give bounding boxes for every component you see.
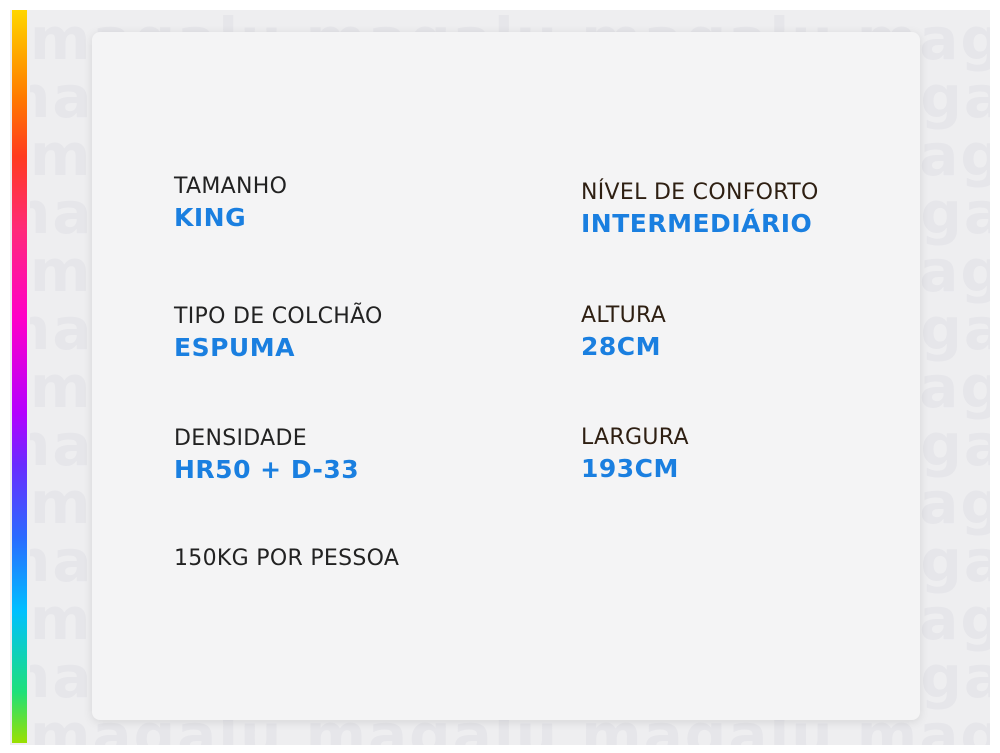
spec-value: HR50 + D-33 xyxy=(174,455,360,484)
spec-density: DENSIDADE HR50 + D-33 xyxy=(174,426,359,484)
rainbow-stripe xyxy=(12,10,27,743)
spec-height: ALTURA 28CM xyxy=(581,303,666,361)
spec-value: INTERMEDIÁRIO xyxy=(581,209,813,238)
spec-comfort-level: NÍVEL DE CONFORTO INTERMEDIÁRIO xyxy=(581,180,819,238)
spec-card: TAMANHO KING TIPO DE COLCHÃO ESPUMA DENS… xyxy=(92,32,920,720)
spec-value: ESPUMA xyxy=(174,333,295,362)
spec-label: TAMANHO xyxy=(174,174,288,199)
spec-value: 28CM xyxy=(581,332,662,361)
spec-label: NÍVEL DE CONFORTO xyxy=(581,180,819,205)
spec-label: TIPO DE COLCHÃO xyxy=(174,304,383,329)
spec-mattress-type: TIPO DE COLCHÃO ESPUMA xyxy=(174,304,383,362)
spec-value: 193CM xyxy=(581,454,679,483)
spec-label: LARGURA xyxy=(581,425,689,450)
capacity-text: 150KG POR PESSOA xyxy=(174,546,400,571)
spec-width: LARGURA 193CM xyxy=(581,425,689,483)
spec-capacity: 150KG POR PESSOA xyxy=(174,546,399,571)
spec-label: DENSIDADE xyxy=(174,426,307,451)
spec-label: ALTURA xyxy=(581,303,667,328)
spec-value: KING xyxy=(174,203,247,232)
spec-size: TAMANHO KING xyxy=(174,174,287,232)
